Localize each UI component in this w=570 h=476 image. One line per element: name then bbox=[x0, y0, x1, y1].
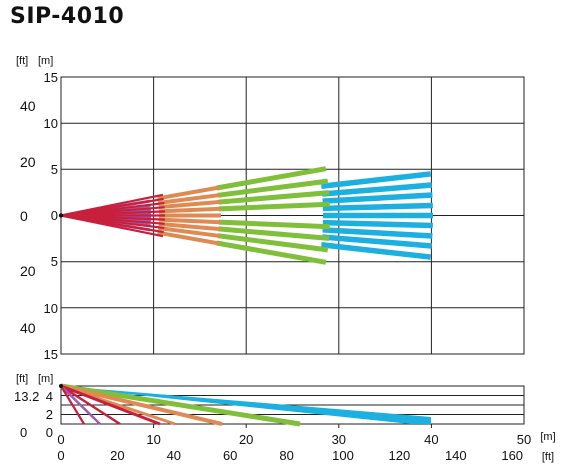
side-m-tick: 2 bbox=[46, 407, 53, 422]
x-ft-tick: 0 bbox=[57, 448, 64, 463]
beam-zone-3 bbox=[157, 230, 219, 246]
side-beam-zone-5 bbox=[61, 386, 431, 424]
top-ft-tick: 40 bbox=[20, 320, 36, 336]
beam-zone-4 bbox=[216, 240, 327, 265]
beam-zone-5 bbox=[321, 234, 432, 249]
x-m-tick: 50 bbox=[517, 432, 531, 447]
top-ft-tick: 0 bbox=[20, 208, 28, 224]
x-m-unit-label: [m] bbox=[540, 431, 555, 443]
top-m-tick: 15 bbox=[44, 347, 58, 362]
side-ft-unit-label: [ft] bbox=[16, 373, 28, 385]
side-sensor-origin bbox=[59, 384, 63, 388]
beam-zone-5 bbox=[322, 192, 433, 204]
x-ft-tick: 80 bbox=[279, 448, 293, 463]
beam-zone-5 bbox=[322, 219, 433, 229]
beam-zone-3 bbox=[158, 206, 221, 214]
x-ft-tick: 60 bbox=[223, 448, 237, 463]
beam-zone-4 bbox=[217, 178, 329, 198]
side-beam-zone-4 bbox=[60, 383, 301, 427]
x-ft-tick: 120 bbox=[389, 448, 411, 463]
top-m-tick: 15 bbox=[44, 70, 58, 85]
side-beam-zone-1 bbox=[60, 384, 161, 426]
x-ft-unit-label: [ft] bbox=[542, 451, 554, 463]
beam-zone-3 bbox=[158, 217, 221, 225]
x-m-tick: 10 bbox=[146, 432, 160, 447]
x-m-tick: 0 bbox=[57, 432, 64, 447]
side-ft-tick: 0 bbox=[20, 425, 27, 440]
product-title: SIP-4010 bbox=[10, 4, 125, 29]
beam-zone-3 bbox=[158, 199, 221, 210]
x-ft-tick: 20 bbox=[110, 448, 124, 463]
beam-zone-3 bbox=[157, 226, 220, 238]
side-view-panel: [ft] [m] 4 2 0 13.2 0 0 10 20 30 40 50 [… bbox=[14, 373, 556, 463]
top-m-tick: 5 bbox=[51, 254, 58, 269]
top-ft-tick: 20 bbox=[20, 154, 36, 170]
x-m-tick: 30 bbox=[332, 432, 346, 447]
side-m-tick: 4 bbox=[46, 389, 53, 404]
beam-zone-1 bbox=[60, 214, 164, 238]
beam-zone-5 bbox=[321, 171, 431, 189]
side-view-beams bbox=[60, 383, 431, 427]
x-m-tick: 40 bbox=[424, 432, 438, 447]
beam-zone-3 bbox=[157, 193, 220, 205]
beam-zone-4 bbox=[217, 233, 329, 253]
beam-zone-5 bbox=[321, 182, 432, 197]
top-view-beams bbox=[60, 166, 433, 265]
top-ft-unit-label: [ft] bbox=[16, 55, 28, 67]
beam-zone-4 bbox=[218, 219, 330, 230]
sensor-origin bbox=[58, 213, 64, 218]
side-beam-zone-2 bbox=[60, 385, 101, 425]
beam-zone-4 bbox=[218, 201, 330, 212]
top-m-unit-label: [m] bbox=[38, 55, 53, 67]
beam-zone-3 bbox=[158, 221, 221, 232]
beam-zone-3 bbox=[157, 185, 219, 201]
beam-zone-4 bbox=[218, 226, 330, 241]
top-view-panel: [ft] [m] 15 10 5 0 5 10 15 40 20 0 20 40 bbox=[16, 55, 525, 362]
beam-zone-4 bbox=[218, 190, 330, 205]
x-ft-tick: 160 bbox=[501, 448, 523, 463]
x-ft-tick: 100 bbox=[332, 448, 354, 463]
side-m-unit-label: [m] bbox=[38, 373, 53, 385]
x-m-tick: 20 bbox=[239, 432, 253, 447]
top-m-tick: 10 bbox=[44, 301, 58, 316]
top-m-tick: 10 bbox=[44, 116, 58, 131]
side-m-tick: 0 bbox=[46, 425, 53, 440]
top-m-tick: 5 bbox=[51, 162, 58, 177]
top-m-tick: 0 bbox=[51, 208, 58, 223]
top-ft-tick: 40 bbox=[20, 98, 36, 114]
x-ft-tick: 40 bbox=[167, 448, 181, 463]
side-beam-zone-1 bbox=[60, 384, 121, 426]
beam-zone-5 bbox=[321, 242, 431, 260]
side-beam-zone-3 bbox=[60, 384, 223, 426]
side-ft-tick: 13.2 bbox=[14, 389, 39, 404]
beam-zone-5 bbox=[322, 202, 433, 212]
side-beam-zone-1 bbox=[60, 385, 85, 425]
top-ft-tick: 20 bbox=[20, 263, 36, 279]
beam-zone-5 bbox=[322, 227, 433, 239]
beam-zone-4 bbox=[216, 166, 327, 191]
x-ft-tick: 140 bbox=[445, 448, 467, 463]
